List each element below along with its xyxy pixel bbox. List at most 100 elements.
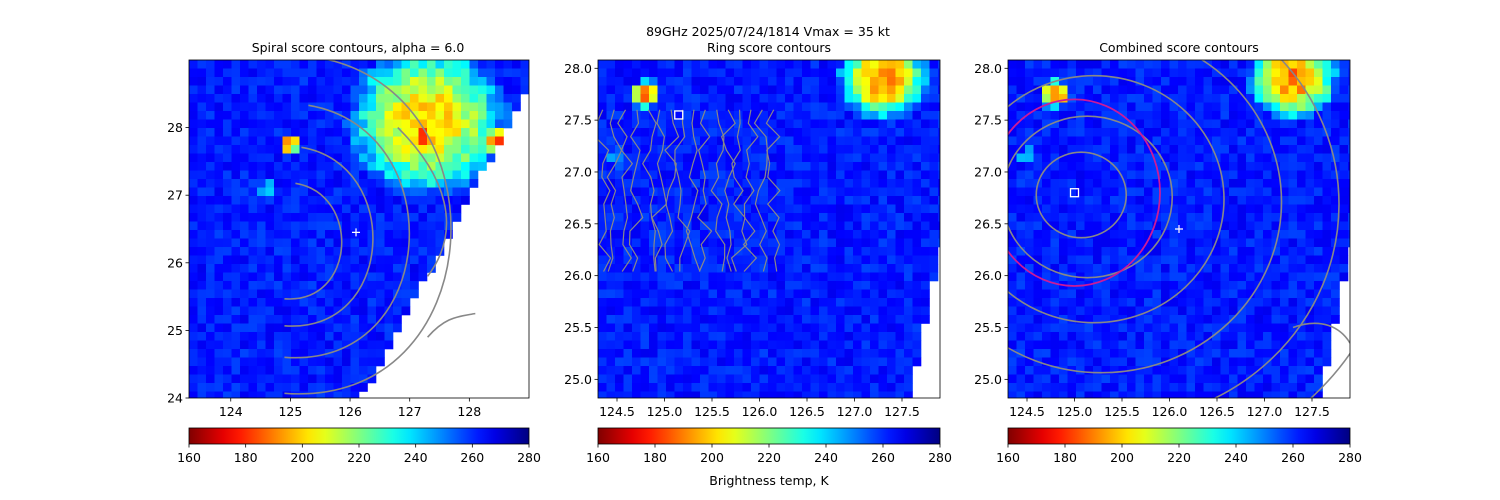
x-tick-label: 127.5 — [884, 404, 920, 419]
colorbar-tick-label: 180 — [1053, 450, 1077, 465]
colorbar-tick-label: 160 — [177, 450, 201, 465]
axes-frame — [1007, 59, 1351, 399]
y-tick-label: 27 — [167, 188, 183, 203]
y-tick-label: 25.0 — [564, 372, 592, 387]
spiral-contour — [284, 104, 411, 359]
ring-contour — [651, 109, 668, 272]
y-tick-label: 28 — [167, 120, 183, 135]
x-tick-label: 127.5 — [1294, 404, 1330, 419]
y-tick-label: 26.5 — [974, 216, 1002, 231]
x-tick-label: 125.5 — [694, 404, 730, 419]
ring-contour — [730, 109, 748, 272]
colorbar-tick-label: 200 — [700, 450, 724, 465]
y-tick-label: 25.5 — [564, 320, 592, 335]
combined-contour — [1008, 74, 1225, 324]
colorbar-tick-label: 240 — [814, 450, 838, 465]
colorbar-tick-label: 160 — [996, 450, 1020, 465]
ring-contour — [753, 109, 769, 272]
center-plus-marker — [1175, 225, 1183, 233]
colorbar — [188, 427, 530, 445]
panel-ring-score: Ring score contours 124.5 125.0 125.5 126.0… — [564, 40, 941, 419]
x-tick-label: 125.0 — [1057, 404, 1093, 419]
colorbar-tick-label: 200 — [290, 450, 314, 465]
center-square-marker — [1069, 188, 1080, 198]
combined-contour — [1035, 151, 1128, 239]
colorbar-tick-label: 280 — [517, 450, 541, 465]
brightness-temperature-field — [1008, 60, 1350, 398]
x-tick-label: 127.0 — [1247, 404, 1283, 419]
y-tick-label: 27.0 — [564, 164, 592, 179]
brightness-temperature-field — [189, 60, 529, 398]
colorbar-tick-label: 160 — [586, 450, 610, 465]
panel-spiral-score: Spiral score contours, alpha = 6.0 124 12… — [167, 40, 530, 419]
score-contours — [1008, 60, 1350, 398]
colorbar-tick-label: 240 — [404, 450, 428, 465]
colorbar-tick-label: 260 — [1281, 450, 1305, 465]
panel-ring-title: Ring score contours — [707, 40, 831, 55]
colorbar-tick-label: 260 — [460, 450, 484, 465]
center-square-marker — [674, 110, 684, 120]
spiral-contour — [426, 312, 476, 338]
colorbar — [597, 427, 941, 445]
x-tick-label: 127 — [398, 404, 422, 419]
colorbar-tick-label: 220 — [757, 450, 781, 465]
plot-area — [189, 60, 529, 398]
plot-area — [1008, 60, 1350, 398]
ring-contour — [685, 109, 701, 272]
radius-circle — [1008, 98, 1161, 287]
x-tick-label: 126.0 — [742, 404, 778, 419]
combined-contour — [1008, 115, 1174, 279]
center-plus-marker — [352, 228, 361, 237]
colorbar-tick-label: 280 — [928, 450, 952, 465]
axes-frame — [597, 59, 941, 399]
y-tick-label: 26.5 — [564, 216, 592, 231]
axes-frame — [188, 59, 530, 399]
ring-contour — [664, 109, 680, 272]
colorbars: 160 180 200 220 240 260 280 160 180 200 220 240 260 2… — [177, 427, 1362, 465]
combined-contour — [1292, 322, 1350, 344]
ring-contour — [598, 109, 612, 272]
y-tick-label: 26.0 — [564, 268, 592, 283]
x-tick-label: 125 — [278, 404, 302, 419]
ring-contour — [710, 109, 726, 272]
x-tick-label: 124.5 — [599, 404, 635, 419]
spiral-contour — [284, 182, 343, 300]
colorbar-tick-label: 220 — [347, 450, 371, 465]
x-tick-label: 124.5 — [1009, 404, 1045, 419]
y-tick-label: 27.0 — [974, 164, 1002, 179]
ring-contour — [696, 109, 713, 272]
ring-contour — [628, 109, 644, 272]
plot-area — [598, 60, 940, 398]
figure-suptitle: 89GHz 2025/07/24/1814 Vmax = 35 kt — [646, 24, 890, 39]
brightness-temperature-field — [598, 60, 940, 398]
y-tick-label: 25.0 — [974, 372, 1002, 387]
colorbar-tick-label: 260 — [871, 450, 895, 465]
x-tick-label: 126.5 — [1199, 404, 1235, 419]
spiral-contour — [397, 127, 448, 277]
y-tick-label: 28.0 — [974, 61, 1002, 76]
spiral-contour — [284, 60, 452, 395]
spiral-contour — [284, 146, 374, 327]
x-tick-label: 128 — [457, 404, 481, 419]
combined-contour — [1008, 60, 1283, 374]
y-tick-label: 24 — [167, 391, 183, 406]
x-tick-label: 124 — [219, 404, 243, 419]
colorbar-tick-label: 200 — [1110, 450, 1134, 465]
combined-contour — [1213, 60, 1340, 398]
score-contours — [598, 109, 781, 272]
score-contours — [284, 60, 476, 395]
colorbar-tick-label: 180 — [643, 450, 667, 465]
ring-contour — [606, 109, 623, 272]
ring-contour — [765, 109, 781, 272]
y-tick-label: 27.5 — [974, 113, 1002, 128]
ring-contour — [742, 109, 759, 272]
ring-contour — [642, 109, 657, 272]
colorbar — [1007, 427, 1351, 445]
y-tick-label: 26 — [167, 255, 183, 270]
colorbar-label: Brightness temp, K — [709, 473, 829, 488]
colorbar-tick-label: 220 — [1167, 450, 1191, 465]
x-tick-label: 126 — [338, 404, 362, 419]
x-tick-label: 125.0 — [647, 404, 683, 419]
x-tick-label: 125.5 — [1104, 404, 1140, 419]
y-tick-label: 26.0 — [974, 268, 1002, 283]
